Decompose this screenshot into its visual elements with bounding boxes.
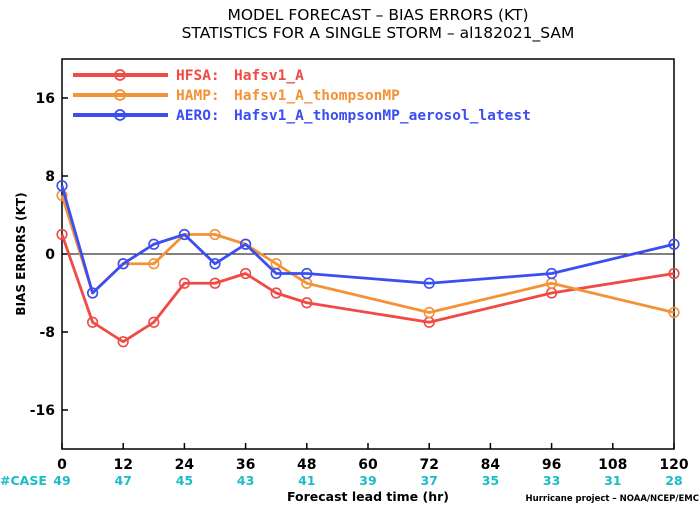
- data-point: [209, 258, 221, 270]
- legend-marker: [114, 89, 126, 101]
- chart-subtitle: STATISTICS FOR A SINGLE STORM – al182021…: [182, 24, 575, 43]
- chart-title: MODEL FORECAST – BIAS ERRORS (KT): [227, 6, 528, 24]
- case-count: 35: [482, 473, 499, 488]
- data-point: [86, 316, 99, 328]
- y-tick-label: 8: [45, 169, 55, 185]
- data-point: [240, 238, 252, 250]
- case-count: 41: [298, 473, 315, 488]
- legend-marker: [114, 69, 126, 81]
- data-point: [301, 297, 313, 309]
- x-axis-ticks: 0 12 24 36 48 60 72 84 96 108 120: [57, 443, 689, 473]
- case-label: #CASE: [0, 473, 47, 488]
- x-tick-label: 60: [358, 457, 378, 473]
- legend-marker: [114, 109, 126, 121]
- case-count: 28: [665, 473, 682, 488]
- data-point: [86, 287, 99, 299]
- data-point: [270, 267, 282, 280]
- data-point: [148, 238, 160, 250]
- y-tick-label: 0: [45, 247, 55, 263]
- legend-name: HFSA:: [176, 68, 220, 84]
- x-tick-label: 36: [236, 457, 255, 473]
- x-tick-label: 120: [659, 457, 688, 473]
- data-point: [545, 267, 558, 280]
- data-point: [668, 267, 680, 280]
- data-point: [56, 228, 68, 241]
- data-point: [301, 267, 313, 280]
- legend-entry: HFSA: Hafsv1_A: [73, 68, 304, 84]
- x-tick-label: 0: [57, 457, 67, 473]
- data-point: [668, 238, 680, 250]
- data-point: [148, 258, 160, 270]
- data-point: [668, 306, 680, 319]
- series-line: [60, 234, 675, 344]
- series-layer: [56, 180, 680, 348]
- legend-entry: AERO: Hafsv1_A_thompsonMP_aerosol_latest: [73, 108, 531, 124]
- legend-label: Hafsv1_A: [234, 68, 304, 84]
- y-axis-ticks: -16 -8 0 8 16: [30, 91, 68, 419]
- case-count: 37: [420, 473, 437, 488]
- x-tick-label: 84: [481, 457, 501, 473]
- legend: HFSA: Hafsv1_A HAMP: Hafsv1_A_thompsonMP AER…: [73, 68, 531, 124]
- data-point: [423, 277, 435, 289]
- x-tick-label: 24: [175, 457, 195, 473]
- case-counts: 49 47 45 43 41 39 37 35 33 31 28: [53, 473, 682, 488]
- legend-name: HAMP:: [176, 88, 220, 104]
- x-tick-label: 96: [542, 457, 561, 473]
- legend-name: AERO:: [176, 108, 220, 124]
- y-tick-label: -16: [30, 403, 55, 419]
- data-point: [240, 267, 252, 280]
- data-point: [56, 180, 68, 192]
- case-count: 43: [237, 473, 254, 488]
- x-tick-label: 12: [113, 457, 132, 473]
- case-count: 47: [114, 473, 131, 488]
- series-line: [60, 185, 675, 295]
- data-point: [209, 277, 221, 289]
- x-tick-label: 48: [297, 457, 316, 473]
- y-tick-label: 16: [36, 91, 55, 107]
- legend-label: Hafsv1_A_thompsonMP_aerosol_latest: [234, 108, 531, 124]
- legend-entry: HAMP: Hafsv1_A_thompsonMP: [73, 88, 400, 104]
- series-2: [56, 180, 680, 299]
- data-point: [117, 336, 129, 348]
- case-count: 31: [604, 473, 621, 488]
- case-count: 49: [53, 473, 70, 488]
- data-point: [209, 228, 221, 241]
- y-tick-label: -8: [39, 325, 55, 341]
- case-count: 39: [359, 473, 376, 488]
- x-tick-label: 72: [419, 457, 438, 473]
- credit-text: Hurricane project – NOAA/NCEP/EMC: [526, 494, 699, 504]
- y-axis-label: BIAS ERRORS (KT): [14, 192, 28, 315]
- data-point: [148, 316, 160, 328]
- data-point: [178, 228, 190, 241]
- data-point: [270, 287, 282, 299]
- x-tick-label: 108: [598, 457, 627, 473]
- x-axis-label: Forecast lead time (hr): [287, 489, 449, 504]
- case-count: 33: [543, 473, 560, 488]
- data-point: [178, 277, 190, 289]
- data-point: [423, 306, 435, 319]
- case-count: 45: [176, 473, 193, 488]
- legend-label: Hafsv1_A_thompsonMP: [234, 88, 400, 104]
- data-point: [117, 258, 129, 270]
